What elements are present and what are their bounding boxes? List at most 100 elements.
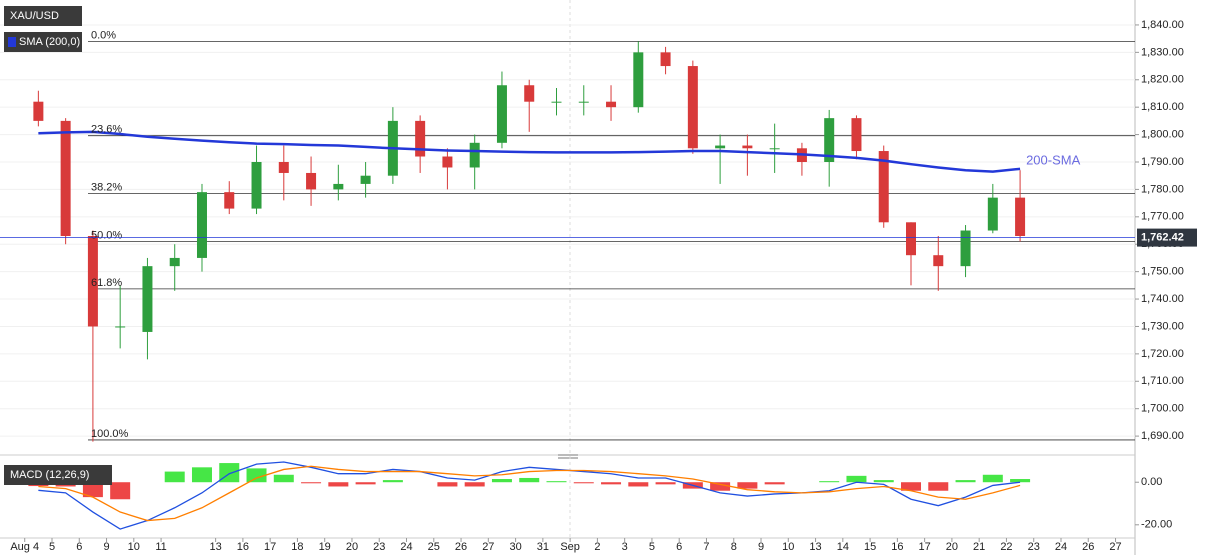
candle-body [660,52,671,67]
macd-histogram-bar [355,482,376,485]
macd-histogram-bar [873,480,894,483]
y-tick-label: 1,840.00 [1141,19,1184,31]
macd-histogram-bar [928,482,949,491]
x-tick-label: 18 [291,541,303,553]
macd-histogram-bar [519,477,540,483]
x-tick-label: 16 [237,541,249,553]
candle-body [469,142,480,168]
candle-body [524,85,535,102]
macd-histogram-bar [846,475,867,483]
macd-histogram-bar [491,479,512,483]
candle-body [769,148,780,150]
macd-tick-label: -20.00 [1141,519,1172,531]
macd-histogram-bar [573,482,594,484]
x-tick-label: 7 [703,541,709,553]
x-tick-label: 23 [373,541,385,553]
macd-title: MACD (12,26,9) [10,469,89,481]
macd-histogram-bar [464,482,485,487]
x-tick-label: 22 [1000,541,1012,553]
x-tick-label: 3 [622,541,628,553]
macd-histogram-bar [764,482,785,485]
candle-body [1015,197,1026,237]
candle-body [578,101,589,103]
sma-swatch [8,37,16,47]
macd-histogram-bar [546,481,567,483]
sma-line [38,130,1021,173]
candle-body [224,192,235,209]
y-tick-label: 1,820.00 [1141,74,1184,86]
x-tick-label: 6 [676,541,682,553]
macd-histogram-bar [655,482,676,485]
sma-legend: SMA (200,0) [19,36,80,48]
x-tick-label: 19 [319,541,331,553]
x-tick-label: 14 [837,541,849,553]
x-tick-label: 23 [1028,541,1040,553]
x-tick-label: 17 [264,541,276,553]
grid [0,24,1135,441]
sma-legend-box [4,32,82,52]
x-tick-label: 20 [946,541,958,553]
macd-histogram-bar [164,471,185,483]
x-tick-label: 21 [973,541,985,553]
candle-body [960,230,971,267]
macd-histogram-bar [273,474,294,483]
x-tick-label: 30 [509,541,521,553]
pane-grip[interactable] [558,454,578,459]
x-tick-label: 9 [758,541,764,553]
candle-body [115,326,126,328]
macd-histogram-bar [382,480,403,483]
macd-histogram-bar [82,482,103,498]
sma-annotation: 200-SMA [1026,152,1081,167]
x-tick-label: 16 [891,541,903,553]
x-tick-label: 17 [919,541,931,553]
candle-body [360,175,371,184]
macd-histogram-bar [301,482,322,484]
y-tick-label: 1,830.00 [1141,46,1184,58]
y-tick-label: 1,780.00 [1141,183,1184,195]
x-tick-label: 2 [594,541,600,553]
x-tick-label: Sep [560,541,580,553]
last-price-box [1137,228,1197,247]
x-tick-label: 15 [864,541,876,553]
fib-label: 0.0% [91,29,116,41]
macd-histogram-bar [710,482,731,491]
macd-histogram-bar [737,482,758,489]
x-tick-label: 27 [482,541,494,553]
x-tick-label: 13 [809,541,821,553]
candle-body [142,266,153,332]
x-tick-label: 27 [1109,541,1121,553]
y-tick-label: 1,740.00 [1141,293,1184,305]
macd-histogram-bar [191,467,212,483]
candle-body [196,192,207,258]
macd-histogram-bar [819,481,840,483]
macd-histogram-bar [1010,479,1031,483]
y-tick-label: 1,720.00 [1141,348,1184,360]
legend: XAU/USD SMA (200,0) MACD (12,26,9) [4,6,112,485]
y-tick-label: 1,710.00 [1141,375,1184,387]
candle-body [442,156,453,168]
candle-body [60,120,71,237]
macd-histogram-bar [328,482,349,487]
y-tick-label: 1,810.00 [1141,101,1184,113]
candle-body [278,161,289,173]
signal-line [38,465,1021,522]
x-tick-label: 10 [782,541,794,553]
fib-label: 61.8% [91,277,122,289]
candle-body [87,236,98,327]
candle-body [933,255,944,267]
y-tick-label: 1,770.00 [1141,211,1184,223]
candle-body [987,197,998,231]
macd-histogram-bar [110,482,131,500]
macd-histogram-bar [601,482,622,485]
candle-body [251,161,262,209]
fib-label: 38.2% [91,181,122,193]
candle-body [878,151,889,223]
candle-body [415,120,426,157]
y-tick-label: 1,750.00 [1141,266,1184,278]
symbol-box [4,6,82,26]
fib-label: 100.0% [91,428,129,440]
candle-body [715,145,726,149]
x-tick-label: Aug 4 [10,541,39,553]
